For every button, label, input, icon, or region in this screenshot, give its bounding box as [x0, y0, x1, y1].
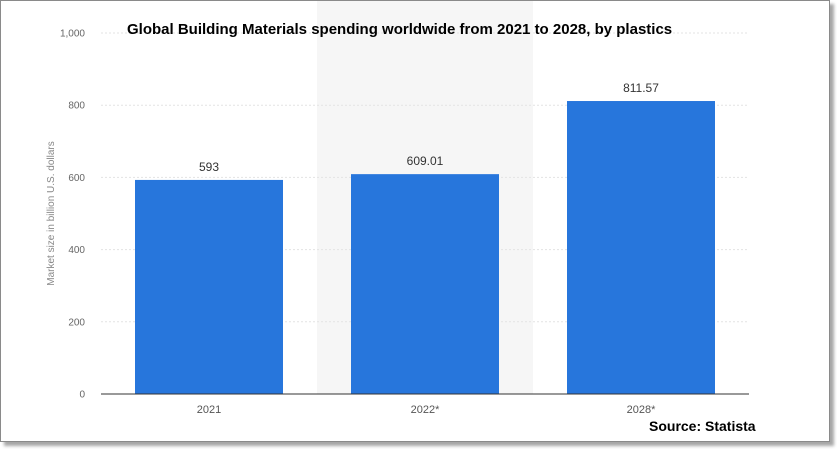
y-tick-label: 800 [68, 101, 85, 112]
x-tick-label: 2022* [411, 404, 440, 416]
x-tick-label: 2021 [197, 404, 221, 416]
y-tick-label: 1,000 [60, 29, 85, 40]
bar-chart: 0 200 400 600 800 1,000 Market size in billion… [46, 1, 749, 416]
bar [567, 101, 715, 395]
chart-frame: 0 200 400 600 800 1,000 Market size in billion… [0, 0, 830, 442]
x-tick-label: 2028* [627, 404, 656, 416]
y-tick-label: 0 [79, 390, 85, 401]
y-tick-label: 400 [68, 245, 85, 256]
bar-value-label: 609.01 [407, 154, 444, 168]
y-tick-label: 600 [68, 173, 85, 184]
bar-value-label: 811.57 [623, 81, 659, 95]
bar-value-label: 593 [199, 160, 219, 174]
bar [135, 179, 283, 394]
bar [351, 174, 499, 394]
y-axis-title: Market size in billion U.S. dollars [46, 141, 57, 286]
source-note: Source: Statista [649, 418, 756, 434]
y-tick-label: 200 [68, 317, 85, 328]
chart-title: Global Building Materials spending world… [127, 21, 673, 38]
